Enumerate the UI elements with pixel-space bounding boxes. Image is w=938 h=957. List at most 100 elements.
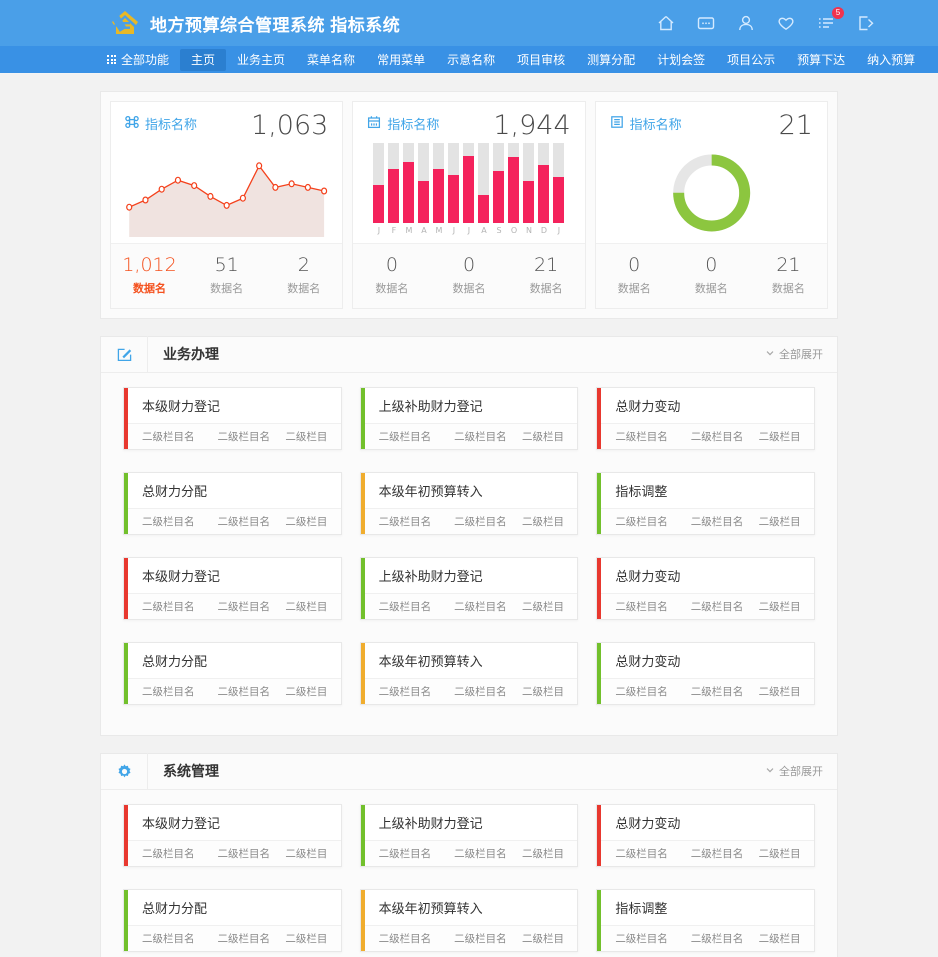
tile-title[interactable]: 上级补助财力登记 bbox=[364, 805, 578, 841]
module-tile[interactable]: 本级财力登记二级栏目名 二级栏目名 二级栏目 bbox=[123, 386, 342, 450]
message-icon[interactable] bbox=[696, 13, 716, 33]
tile-subitem[interactable]: 二级栏目 bbox=[758, 932, 801, 945]
tile-subitem[interactable]: 二级栏目名 bbox=[454, 685, 507, 698]
expand-all-button[interactable]: 全部展开 bbox=[765, 346, 837, 362]
tile-subitem[interactable]: 二级栏目名 bbox=[142, 515, 195, 528]
tile-subitem[interactable]: 二级栏目名 bbox=[378, 600, 432, 613]
nav-all-functions[interactable]: 全部功能 bbox=[96, 49, 180, 71]
tile-title[interactable]: 本级年初预算转入 bbox=[364, 643, 578, 679]
tile-subitem[interactable]: 二级栏目名 bbox=[615, 847, 668, 860]
module-tile[interactable]: 总财力分配 二级栏目名 二级栏目名 二级栏目 bbox=[123, 888, 342, 952]
tile-title[interactable]: 本级财力登记 bbox=[128, 388, 341, 424]
tile-title[interactable]: 上级补助财力登记 bbox=[364, 388, 578, 424]
tile-subitem[interactable]: 二级栏目名 bbox=[378, 430, 432, 443]
logout-icon[interactable] bbox=[856, 13, 876, 33]
tile-subitem[interactable]: 二级栏目名 bbox=[142, 685, 195, 698]
tile-subitem[interactable]: 二级栏目名 bbox=[690, 932, 744, 945]
tile-subitem[interactable]: 二级栏目名 bbox=[378, 847, 432, 860]
tile-subitem[interactable]: 二级栏目 bbox=[285, 600, 328, 613]
tile-title[interactable]: 指标调整 bbox=[601, 890, 814, 926]
tile-subitem[interactable]: 二级栏目 bbox=[285, 685, 328, 698]
nav-item-9[interactable]: 预算下达 bbox=[786, 49, 856, 71]
module-tile[interactable]: 本级年初预算转入 二级栏目名 二级栏目名 二级栏目 bbox=[359, 471, 579, 535]
tile-subitem[interactable]: 二级栏目 bbox=[285, 430, 328, 443]
tile-subitem[interactable]: 二级栏目 bbox=[522, 932, 565, 945]
tile-subitem[interactable]: 二级栏目名 bbox=[615, 932, 668, 945]
tile-subitem[interactable]: 二级栏目名 bbox=[454, 600, 507, 613]
tile-title[interactable]: 总财力变动 bbox=[601, 805, 814, 841]
module-tile[interactable]: 总财力变动 二级栏目名 二级栏目名 二级栏目 bbox=[596, 386, 815, 450]
tile-title[interactable]: 本级年初预算转入 bbox=[364, 890, 578, 926]
tile-subitem[interactable]: 二级栏目名 bbox=[142, 932, 195, 945]
nav-item-2[interactable]: 菜单名称 bbox=[296, 49, 366, 71]
tile-subitem[interactable]: 二级栏目名 bbox=[217, 847, 270, 860]
heart-icon[interactable] bbox=[776, 13, 796, 33]
module-tile[interactable]: 总财力分配二级栏目名 二级栏目名 二级栏目 bbox=[123, 641, 342, 705]
tile-subitem[interactable]: 二级栏目名 bbox=[690, 600, 744, 613]
tile-title[interactable]: 本级财力登记 bbox=[128, 558, 341, 594]
module-tile[interactable]: 总财力分配二级栏目名 二级栏目名 二级栏目 bbox=[123, 471, 342, 535]
tile-subitem[interactable]: 二级栏目 bbox=[758, 685, 801, 698]
tile-subitem[interactable]: 二级栏目 bbox=[285, 515, 328, 528]
module-tile[interactable]: 指标调整二级栏目名 二级栏目名 二级栏目 bbox=[596, 888, 815, 952]
tile-subitem[interactable]: 二级栏目名 bbox=[615, 685, 668, 698]
tile-subitem[interactable]: 二级栏目名 bbox=[690, 515, 744, 528]
tile-subitem[interactable]: 二级栏目名 bbox=[217, 430, 270, 443]
tile-subitem[interactable]: 二级栏目名 bbox=[142, 430, 195, 443]
module-tile[interactable]: 本级财力登记 二级栏目名 二级栏目名 二级栏目 bbox=[123, 803, 342, 867]
tile-subitem[interactable]: 二级栏目 bbox=[285, 932, 328, 945]
tile-subitem[interactable]: 二级栏目 bbox=[522, 515, 565, 528]
tile-subitem[interactable]: 二级栏目名 bbox=[454, 430, 507, 443]
expand-all-button[interactable]: 全部展开 bbox=[765, 763, 837, 779]
tile-title[interactable]: 本级财力登记 bbox=[128, 805, 341, 841]
tile-subitem[interactable]: 二级栏目 bbox=[758, 600, 801, 613]
nav-item-6[interactable]: 测算分配 bbox=[576, 49, 646, 71]
nav-item-5[interactable]: 项目审核 bbox=[506, 49, 576, 71]
tile-title[interactable]: 本级年初预算转入 bbox=[364, 473, 578, 509]
tile-subitem[interactable]: 二级栏目名 bbox=[378, 515, 432, 528]
tile-subitem[interactable]: 二级栏目 bbox=[285, 847, 328, 860]
module-tile[interactable]: 上级补助财力登记二级栏目名 二级栏目名 二级栏目 bbox=[359, 803, 579, 867]
module-tile[interactable]: 本级年初预算转入 二级栏目名 二级栏目名 二级栏目 bbox=[359, 641, 579, 705]
tile-subitem[interactable]: 二级栏目名 bbox=[217, 685, 270, 698]
home-icon[interactable] bbox=[656, 13, 676, 33]
tile-title[interactable]: 总财力分配 bbox=[128, 473, 341, 509]
tile-subitem[interactable]: 二级栏目 bbox=[522, 847, 565, 860]
nav-item-8[interactable]: 项目公示 bbox=[716, 49, 786, 71]
nav-item-7[interactable]: 计划会签 bbox=[646, 49, 716, 71]
module-tile[interactable]: 上级补助财力登记二级栏目名 二级栏目名 二级栏目 bbox=[359, 386, 579, 450]
module-tile[interactable]: 总财力变动二级栏目名 二级栏目名 二级栏目 bbox=[596, 803, 815, 867]
tile-subitem[interactable]: 二级栏目 bbox=[522, 600, 565, 613]
todo-list-icon[interactable]: 5 bbox=[816, 7, 844, 33]
tile-subitem[interactable]: 二级栏目名 bbox=[454, 847, 507, 860]
tile-title[interactable]: 总财力变动 bbox=[601, 388, 814, 424]
module-tile[interactable]: 总财力变动二级栏目名 二级栏目名 二级栏目 bbox=[596, 556, 815, 620]
tile-subitem[interactable]: 二级栏目 bbox=[758, 847, 801, 860]
tile-subitem[interactable]: 二级栏目名 bbox=[690, 685, 744, 698]
nav-item-0[interactable]: 主页 bbox=[180, 48, 227, 71]
tile-subitem[interactable]: 二级栏目名 bbox=[615, 430, 668, 443]
nav-item-1[interactable]: 业务主页 bbox=[226, 49, 296, 71]
tile-subitem[interactable]: 二级栏目 bbox=[522, 430, 565, 443]
tile-subitem[interactable]: 二级栏目名 bbox=[615, 515, 668, 528]
user-icon[interactable] bbox=[736, 13, 756, 33]
tile-subitem[interactable]: 二级栏目 bbox=[758, 515, 801, 528]
tile-title[interactable]: 总财力变动 bbox=[601, 558, 814, 594]
nav-item-10[interactable]: 纳入预算 bbox=[856, 49, 926, 71]
tile-subitem[interactable]: 二级栏目名 bbox=[690, 847, 744, 860]
tile-title[interactable]: 总财力分配 bbox=[128, 643, 341, 679]
kpi-card-3[interactable]: 指标名称 21 0 数据名 0 数据名 21 数据名 bbox=[594, 101, 828, 309]
tile-subitem[interactable]: 二级栏目名 bbox=[615, 600, 668, 613]
tile-subitem[interactable]: 二级栏目名 bbox=[217, 600, 270, 613]
module-tile[interactable]: 总财力变动二级栏目名 二级栏目名 二级栏目 bbox=[596, 641, 815, 705]
tile-title[interactable]: 总财力变动 bbox=[601, 643, 814, 679]
module-tile[interactable]: 上级补助财力登记二级栏目名 二级栏目名 二级栏目 bbox=[359, 556, 579, 620]
tile-subitem[interactable]: 二级栏目名 bbox=[378, 685, 432, 698]
module-tile[interactable]: 指标调整 二级栏目名 二级栏目名 二级栏目 bbox=[596, 471, 815, 535]
tile-title[interactable]: 上级补助财力登记 bbox=[364, 558, 578, 594]
kpi-card-1[interactable]: 指标名称 1,063 1,012 数据名 51 数据名 2 数据名 bbox=[110, 101, 344, 309]
tile-subitem[interactable]: 二级栏目名 bbox=[217, 515, 270, 528]
tile-subitem[interactable]: 二级栏目名 bbox=[378, 932, 432, 945]
tile-subitem[interactable]: 二级栏目 bbox=[758, 430, 801, 443]
